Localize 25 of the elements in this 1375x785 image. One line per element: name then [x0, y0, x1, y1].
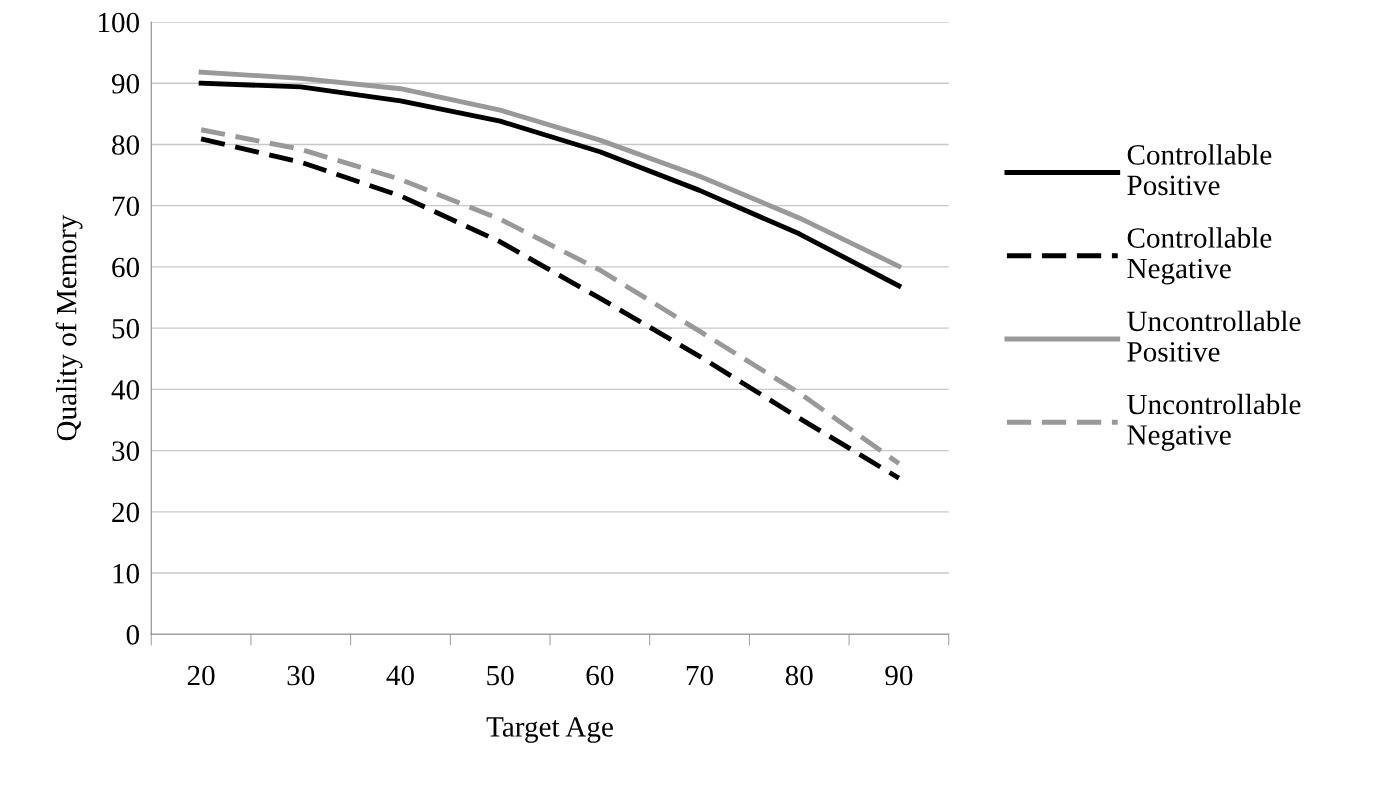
- y-tick-label: 70: [112, 196, 140, 217]
- y-tick-label: 30: [112, 441, 140, 461]
- legend-label: Controllable Positive: [1127, 144, 1272, 196]
- x-tick-label: 30: [287, 665, 315, 686]
- x-tick-label: 80: [785, 665, 813, 686]
- x-axis-title: Target Age: [486, 717, 613, 743]
- x-tick-label: 90: [885, 665, 913, 686]
- y-tick-label: 20: [112, 502, 140, 523]
- x-tick-label: 60: [586, 665, 614, 686]
- y-tick-label: 40: [111, 380, 140, 400]
- y-tick-label: 0: [126, 625, 140, 645]
- y-tick-label: 60: [112, 257, 140, 278]
- y-tick-label: 50: [112, 318, 140, 339]
- y-tick-label: 90: [111, 73, 140, 94]
- y-tick-label: 10: [113, 563, 140, 584]
- x-tick-label: 20: [187, 665, 215, 686]
- legend-label: Uncontrollable Negative: [1127, 393, 1301, 451]
- x-tick-label: 70: [686, 665, 713, 686]
- legend-label: Controllable Negative: [1127, 227, 1272, 285]
- y-tick-label: 100: [98, 12, 140, 33]
- y-axis-title: Quality of Memory: [55, 214, 83, 441]
- legend-label: Uncontrollable Positive: [1127, 310, 1301, 362]
- x-tick-label: 50: [487, 665, 514, 686]
- y-tick-label: 80: [112, 135, 140, 155]
- x-tick-label: 40: [386, 665, 414, 686]
